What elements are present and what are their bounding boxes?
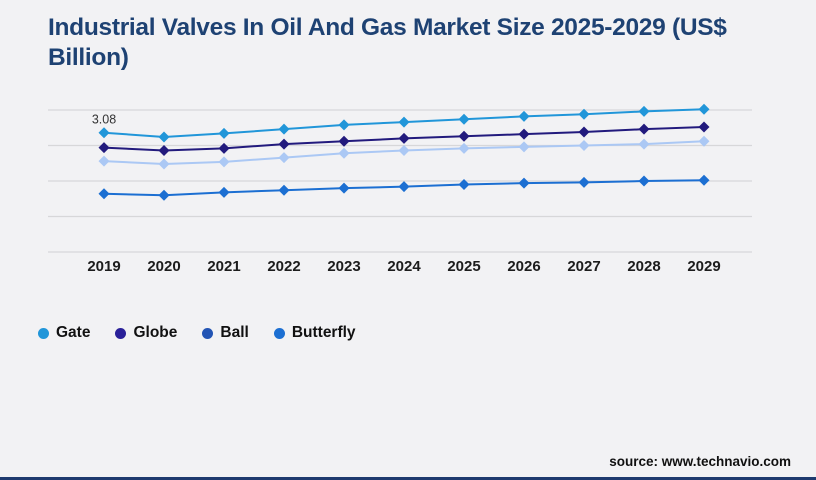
data-point-ball-2027	[578, 140, 590, 151]
data-point-butterfly-2020	[158, 189, 170, 201]
x-axis-label: 2027	[567, 258, 600, 275]
data-point-gate-2022	[278, 123, 290, 135]
legend-item-globe: Globe	[115, 324, 177, 342]
data-point-gate-2029	[698, 103, 710, 115]
data-point-gate-2019	[98, 127, 110, 139]
data-point-butterfly-2022	[278, 184, 290, 196]
data-point-ball-2024	[398, 144, 410, 156]
x-axis-label: 2029	[687, 258, 720, 275]
x-axis-label: 2020	[147, 258, 180, 275]
data-point-ball-2029	[698, 135, 710, 147]
data-point-globe-2024	[398, 132, 410, 144]
legend-item-butterfly: Butterfly	[273, 324, 356, 342]
data-point-ball-2025	[458, 142, 470, 154]
data-point-gate-2024	[398, 116, 410, 128]
data-point-globe-2029	[698, 121, 710, 133]
data-point-ball-2023	[338, 147, 350, 159]
legend-label: Ball	[220, 324, 249, 341]
data-point-butterfly-2026	[518, 177, 530, 189]
data-point-ball-2020	[158, 158, 170, 170]
x-axis-label: 2022	[267, 258, 300, 275]
data-point-globe-2023	[338, 135, 350, 147]
data-point-gate-2026	[518, 110, 530, 122]
data-point-gate-2027	[578, 108, 590, 120]
data-point-butterfly-2019	[98, 188, 110, 200]
legend-label: Gate	[56, 324, 91, 341]
data-point-butterfly-2029	[698, 174, 710, 186]
legend-dot-ball	[202, 327, 214, 339]
bottom-accent-bar	[0, 477, 816, 480]
chart-title: Industrial Valves In Oil And Gas Market …	[48, 14, 727, 71]
data-point-ball-2019	[98, 155, 110, 167]
data-point-gate-2025	[458, 113, 470, 125]
source-attribution: source: www.technavio.com	[609, 454, 791, 469]
x-axis-label: 2028	[627, 258, 660, 275]
x-axis-label: 2023	[327, 258, 360, 275]
data-point-butterfly-2025	[458, 179, 470, 191]
data-point-gate-2023	[338, 119, 350, 131]
data-point-ball-2021	[218, 156, 230, 168]
data-point-butterfly-2028	[638, 175, 650, 187]
data-point-ball-2022	[278, 152, 290, 164]
data-point-globe-2027	[578, 126, 590, 138]
legend-item-gate: Gate	[38, 324, 90, 342]
legend-item-ball: Ball	[202, 324, 249, 342]
x-axis-label: 2026	[507, 258, 540, 275]
data-point-globe-2021	[218, 142, 230, 154]
data-point-butterfly-2027	[578, 176, 590, 188]
x-axis-label: 2025	[447, 258, 480, 275]
data-point-butterfly-2024	[398, 181, 410, 193]
data-point-gate-2021	[218, 127, 230, 139]
data-point-ball-2026	[518, 141, 530, 153]
chart-legend: Gate Globe Ball Butterfly	[38, 324, 356, 342]
x-axis-label: 2021	[207, 258, 240, 275]
data-point-butterfly-2021	[218, 186, 230, 198]
data-point-butterfly-2023	[338, 182, 350, 194]
x-axis-label: 2019	[87, 258, 120, 275]
data-point-globe-2028	[638, 123, 650, 135]
data-label: 3.08	[92, 113, 116, 127]
data-point-globe-2019	[98, 142, 110, 154]
data-point-globe-2020	[158, 144, 170, 156]
data-point-gate-2020	[158, 131, 170, 143]
legend-dot-globe	[115, 327, 127, 339]
data-point-globe-2022	[278, 138, 290, 150]
x-axis-label: 2024	[387, 258, 421, 275]
legend-dot-butterfly	[273, 327, 285, 339]
data-point-gate-2028	[638, 105, 650, 117]
data-point-globe-2025	[458, 130, 470, 142]
legend-label: Globe	[133, 324, 178, 341]
legend-dot-gate	[38, 327, 49, 339]
legend-label: Butterfly	[291, 324, 356, 341]
data-point-globe-2026	[518, 128, 530, 140]
data-point-ball-2028	[638, 138, 650, 150]
